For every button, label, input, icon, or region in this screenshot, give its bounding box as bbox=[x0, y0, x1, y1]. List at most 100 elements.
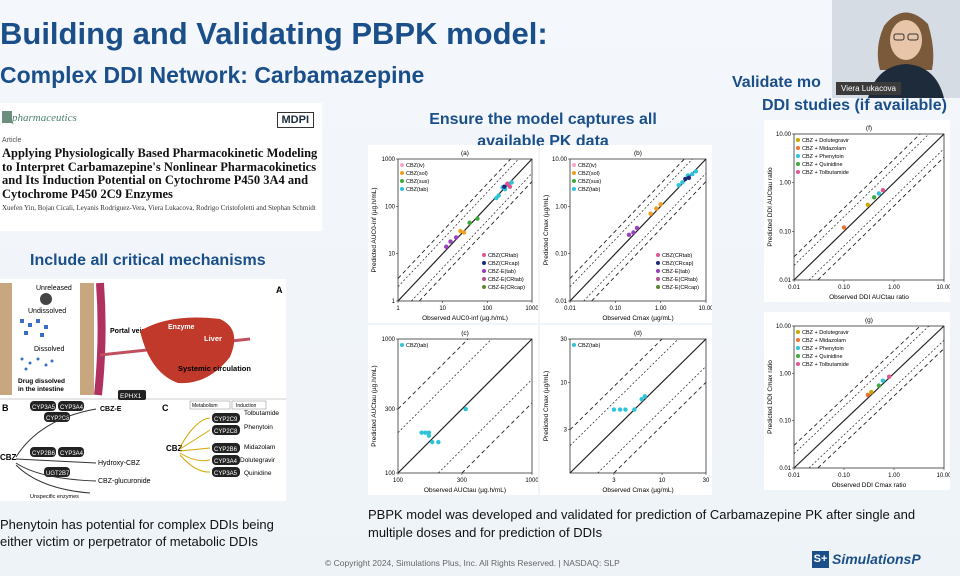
fold-line bbox=[817, 348, 945, 469]
data-point bbox=[475, 216, 480, 221]
legend-entry: CBZ(sus) bbox=[406, 179, 429, 185]
legend-entry: CBZ + Midazolam bbox=[802, 338, 846, 344]
legend-entry: CBZ + Midazolam bbox=[802, 146, 846, 152]
data-point bbox=[494, 195, 499, 201]
svg-text:CYP2C8: CYP2C8 bbox=[46, 416, 70, 422]
plot-panel-label: (f) bbox=[866, 125, 872, 132]
brand-name: SimulationsP bbox=[832, 551, 921, 567]
y-tick-label: 0.01 bbox=[555, 299, 567, 305]
legend-entry: CBZ(CRtab) bbox=[662, 253, 692, 259]
data-point bbox=[463, 406, 468, 412]
x-tick-label: 0.01 bbox=[788, 473, 800, 479]
y-tick-label: 0.01 bbox=[779, 466, 791, 472]
legend-marker bbox=[796, 330, 800, 334]
legend-entry: CBZ(tab) bbox=[406, 343, 428, 349]
plot-frame bbox=[569, 338, 707, 474]
plot-panel-label: (b) bbox=[634, 150, 642, 157]
svg-text:Midazolam: Midazolam bbox=[244, 444, 275, 451]
plot-c: (c) 100 300 1000 100 300 1000 Observed AUCtau (… bbox=[368, 325, 539, 495]
plot-a: (a) 1 10 100 1000 1 10 100 1000 Observed AUC0-inf… bbox=[368, 145, 539, 323]
x-tick-label: 1.00 bbox=[888, 473, 900, 479]
data-point bbox=[458, 228, 463, 234]
y-tick-label: 0.10 bbox=[555, 252, 567, 258]
y-axis-label: Predicted Cmax (µg/mL) bbox=[543, 371, 550, 442]
plot-frame bbox=[569, 158, 707, 302]
legend-entry: CBZ(CRcap) bbox=[662, 261, 694, 267]
legend-entry: CBZ(tab) bbox=[578, 187, 600, 193]
unity-line bbox=[569, 338, 707, 474]
svg-text:Unspecific enzymes: Unspecific enzymes bbox=[30, 494, 79, 500]
data-point bbox=[886, 374, 892, 379]
plot-svg: (c) 100 300 1000 100 300 1000 Observed AUCtau (… bbox=[371, 330, 539, 494]
fold-line bbox=[597, 366, 707, 474]
x-tick-label: 0.10 bbox=[609, 306, 621, 312]
data-point bbox=[453, 235, 459, 240]
svg-text:Drug dissolved: Drug dissolved bbox=[18, 378, 65, 385]
y-tick-label: 1.00 bbox=[555, 204, 567, 210]
data-point bbox=[648, 211, 653, 216]
data-point bbox=[680, 180, 685, 185]
data-point bbox=[467, 220, 472, 225]
legend-marker bbox=[400, 171, 404, 175]
data-point bbox=[693, 169, 699, 174]
publisher-logo: MDPI bbox=[276, 112, 314, 128]
legend-marker bbox=[482, 261, 486, 265]
x-tick-label: 1000 bbox=[525, 478, 538, 484]
svg-text:CYP3A4: CYP3A4 bbox=[60, 405, 84, 411]
svg-text:in the intestine: in the intestine bbox=[18, 386, 64, 393]
legend-marker bbox=[656, 285, 660, 289]
slide-subtitle: Complex DDI Network: Carbamazepine bbox=[0, 62, 425, 88]
copyright-footer: © Copyright 2024, Simulations Plus, Inc.… bbox=[325, 558, 620, 568]
fold-line bbox=[418, 181, 533, 302]
legend-marker bbox=[656, 261, 660, 265]
presenter-name-tag: Viera Lukacova bbox=[836, 82, 901, 95]
x-tick-label: 1000 bbox=[525, 306, 538, 312]
fold-line bbox=[569, 338, 663, 431]
legend-marker bbox=[796, 138, 800, 142]
legend-marker bbox=[796, 338, 800, 342]
unity-line bbox=[397, 338, 533, 474]
y-axis-label: Predicted Cmax (µg/mL) bbox=[543, 195, 550, 266]
svg-text:CBZ-E: CBZ-E bbox=[100, 406, 122, 413]
plot-svg: (g) 0.01 0.10 1.00 10.00 0.01 0.10 1.00 10.00 Obs… bbox=[767, 317, 952, 489]
plot-frame bbox=[793, 133, 945, 281]
legend-entry: CBZ(CRtab) bbox=[488, 253, 518, 259]
legend-entry: CBZ + Phenytoin bbox=[802, 346, 844, 352]
y-tick-label: 100 bbox=[385, 471, 396, 477]
svg-text:Tolbutamide: Tolbutamide bbox=[244, 410, 279, 417]
data-point bbox=[632, 407, 637, 412]
data-point bbox=[690, 171, 695, 177]
y-tick-label: 100 bbox=[385, 204, 396, 210]
legend-marker bbox=[572, 163, 576, 167]
data-point bbox=[623, 407, 628, 412]
data-point bbox=[423, 430, 428, 435]
plot-svg: (b) 0.01 0.10 1.00 10.00 0.01 0.10 1.00 10.00 Obs… bbox=[543, 150, 714, 322]
data-point bbox=[430, 439, 435, 445]
plot-frame bbox=[397, 338, 533, 474]
x-tick-label: 10 bbox=[439, 306, 446, 312]
fold-line bbox=[793, 133, 921, 258]
data-point bbox=[876, 191, 882, 196]
legend-entry: CBZ(tab) bbox=[578, 343, 600, 349]
svg-text:CBZ: CBZ bbox=[0, 453, 17, 462]
plot-frame bbox=[397, 158, 533, 302]
plot-panel-label: (a) bbox=[461, 150, 469, 157]
data-point bbox=[419, 430, 424, 435]
fold-line bbox=[438, 379, 533, 474]
legend-marker bbox=[572, 187, 576, 191]
mechanisms-heading: Include all critical mechanisms bbox=[30, 252, 266, 269]
data-point bbox=[426, 433, 432, 438]
mechanism-figure: A Unreleased Undissolved Dissolved Drug … bbox=[0, 279, 286, 501]
legend-marker bbox=[796, 146, 800, 150]
unreleased-tablet-icon bbox=[40, 293, 52, 305]
svg-text:Liver: Liver bbox=[204, 334, 222, 343]
fold-line bbox=[591, 181, 707, 302]
panel-a-label: A bbox=[276, 285, 283, 295]
data-point bbox=[505, 181, 510, 186]
x-tick-label: 10.00 bbox=[936, 473, 950, 479]
fold-line bbox=[411, 173, 533, 302]
y-tick-label: 10.00 bbox=[552, 157, 568, 163]
data-point bbox=[880, 188, 886, 193]
x-axis-label: Observed AUCtau (µg.h/mL) bbox=[424, 487, 506, 494]
svg-text:Enzyme: Enzyme bbox=[168, 324, 195, 331]
